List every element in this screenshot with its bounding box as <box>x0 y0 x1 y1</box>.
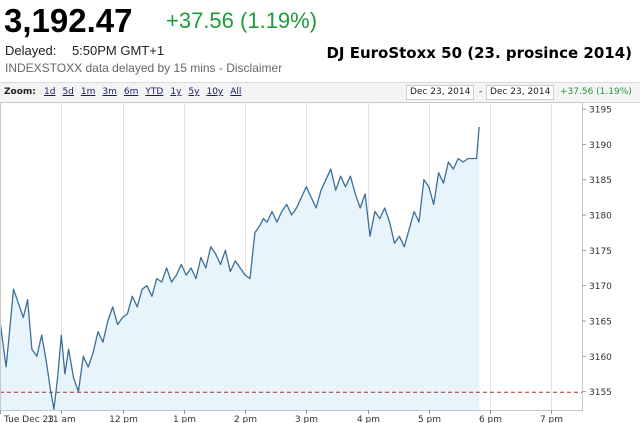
zoom-option-ytd[interactable]: YTD <box>145 87 164 97</box>
y-tick-label: 3165 <box>589 317 612 327</box>
x-tick-label: 3 pm <box>295 415 318 423</box>
chart-toolbar: Zoom: 1d 5d 1m 3m 6m YTD 1y 5y 10y All D… <box>0 82 640 103</box>
delayed-info: Delayed: 5:50PM GMT+1 <box>5 43 164 58</box>
price-area <box>0 126 480 411</box>
x-tick-label: 2 pm <box>234 415 257 423</box>
plot-border <box>0 102 583 411</box>
x-tick-label: Tue Dec 23 <box>3 415 54 423</box>
area-fill-layer <box>0 126 480 411</box>
y-tick-label: 3155 <box>589 388 612 398</box>
delayed-label: Delayed: <box>5 43 57 58</box>
x-tick-label: 6 pm <box>479 415 502 423</box>
y-tick-label: 3190 <box>589 141 612 151</box>
x-tick-label: 1 pm <box>173 415 196 423</box>
delayed-time: 5:50PM GMT+1 <box>71 43 165 58</box>
zoom-option-1m[interactable]: 1m <box>80 87 96 97</box>
y-axis-ticks: 3155 3160 3165 3170 3175 3180 3185 3190 3195 <box>582 106 612 398</box>
price-change: +37.56 (1.19%) <box>166 8 318 33</box>
y-tick-label: 3195 <box>589 106 612 116</box>
y-tick-label: 3160 <box>589 353 612 363</box>
x-tick-label: 12 pm <box>109 415 138 423</box>
zoom-option-3m[interactable]: 3m <box>102 87 117 97</box>
price-line <box>0 126 480 410</box>
zoom-option-1y[interactable]: 1y <box>170 87 182 97</box>
zoom-label: Zoom: <box>4 87 36 97</box>
zoom-option-10y[interactable]: 10y <box>206 87 224 97</box>
zoom-option-6m[interactable]: 6m <box>123 87 139 97</box>
price-line-layer <box>0 126 480 410</box>
x-tick-label: 11 am <box>47 415 76 423</box>
zoom-option-5d[interactable]: 5d <box>62 87 74 97</box>
y-tick-label: 3185 <box>589 176 612 186</box>
date-from-field[interactable]: Dec 23, 2014 <box>406 85 475 100</box>
price-value: 3,192.47 <box>4 2 133 39</box>
zoom-options: 1d 5d 1m 3m 6m YTD 1y 5y 10y All <box>44 87 241 97</box>
x-tick-label: 7 pm <box>540 415 563 423</box>
zoom-option-all[interactable]: All <box>230 87 242 97</box>
data-disclaimer: INDEXSTOXX data delayed by 15 mins - Dis… <box>5 61 282 75</box>
zoom-option-5y[interactable]: 5y <box>188 87 200 97</box>
range-change: +37.56 (1.19%) <box>560 87 632 97</box>
date-to-field[interactable]: Dec 23, 2014 <box>486 85 555 100</box>
x-tick-label: 5 pm <box>418 415 441 423</box>
chart-caption: DJ EuroStoxx 50 (23. prosince 2014) <box>326 44 632 62</box>
date-separator: - <box>479 87 483 97</box>
zoom-option-1d[interactable]: 1d <box>44 87 56 97</box>
y-tick-label: 3175 <box>589 247 612 257</box>
disclaimer-link[interactable]: Disclaimer <box>226 61 283 75</box>
disclaimer-text: INDEXSTOXX data delayed by 15 mins - <box>5 61 227 75</box>
x-tick-label: 4 pm <box>357 415 380 423</box>
y-tick-label: 3180 <box>589 212 612 222</box>
y-tick-label: 3170 <box>589 282 612 292</box>
